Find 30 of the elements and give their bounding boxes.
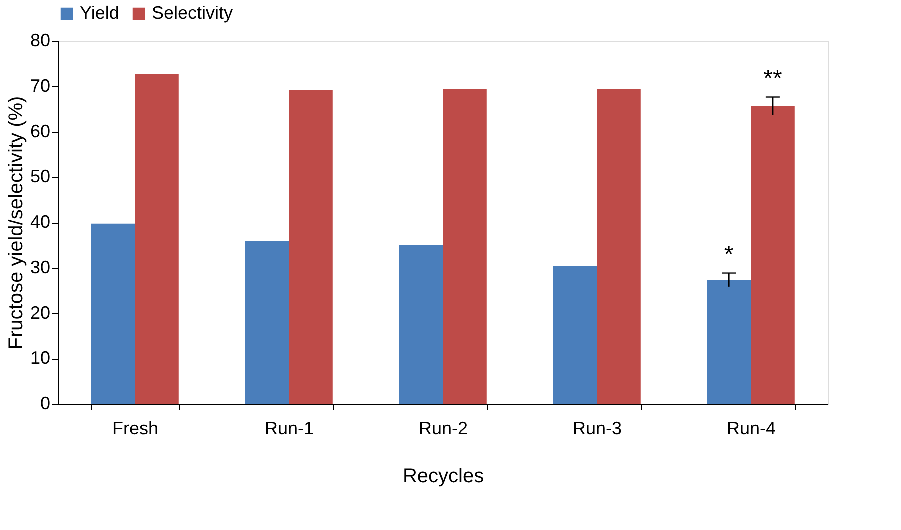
y-tick-label: 60 (30, 121, 50, 142)
y-tick-label: 80 (30, 30, 50, 50)
bar (443, 89, 487, 404)
x-tick-label: Run-3 (572, 418, 622, 438)
bar (553, 266, 597, 404)
y-tick-label: 70 (30, 76, 50, 96)
x-tick-label: Run-1 (264, 418, 314, 438)
annotation: ** (764, 65, 782, 92)
y-axis-title: Fructose yield/selectivity (%) (5, 96, 28, 350)
bar (289, 90, 333, 404)
y-tick-label: 0 (40, 394, 50, 414)
bar (135, 74, 179, 404)
y-tick-label: 20 (30, 302, 50, 323)
annotation: * (724, 241, 734, 268)
y-tick-label: 30 (30, 257, 50, 278)
bar (91, 224, 135, 404)
y-tick-label: 10 (30, 348, 50, 368)
x-axis-title: Recycles (402, 466, 484, 488)
bar (597, 89, 641, 404)
bar (399, 245, 443, 404)
bar (707, 280, 751, 404)
x-tick-label: Run-2 (418, 418, 468, 438)
bar (751, 106, 795, 404)
x-tick-label: Fresh (112, 418, 159, 438)
bar (245, 241, 289, 404)
y-tick-label: 50 (30, 166, 50, 187)
y-tick-label: 40 (30, 212, 50, 232)
legend-label: Selectivity (152, 3, 234, 23)
legend-label: Yield (80, 3, 120, 23)
x-tick-label: Run-4 (726, 418, 776, 438)
